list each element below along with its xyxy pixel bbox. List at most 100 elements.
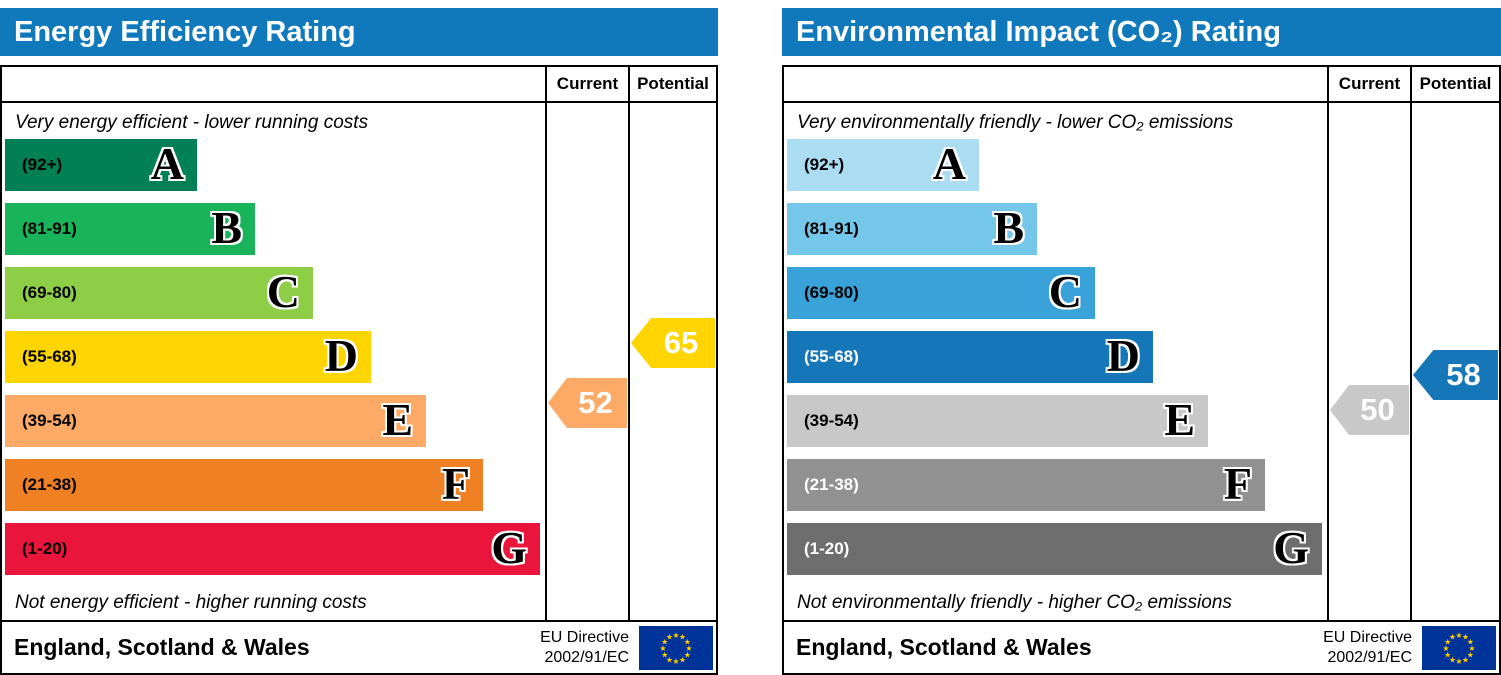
svg-text:★: ★ [1444, 650, 1451, 659]
svg-text:★: ★ [679, 632, 686, 641]
eu-directive-line2: 2002/91/EC [544, 648, 629, 666]
current-column: 50 [1327, 103, 1410, 620]
rating-table: Current Potential Very energy efficient … [0, 65, 718, 675]
band-row-b: (81-91) B [5, 203, 545, 267]
environmental-impact-panel: Environmental Impact (CO₂) Rating Curren… [782, 8, 1501, 675]
band-bar-d: (55-68) D [787, 331, 1153, 383]
current-rating-arrow: 52 [548, 378, 627, 428]
band-letter: A [932, 138, 966, 190]
band-letter: E [1164, 394, 1195, 446]
band-letter: B [993, 202, 1024, 254]
rating-table: Current Potential Very environmentally f… [782, 65, 1501, 675]
bands-column: Very energy efficient - lower running co… [2, 103, 545, 620]
svg-text:★: ★ [1462, 655, 1469, 664]
band-bar-c: (69-80) C [5, 267, 313, 319]
band-row-g: (1-20) G [787, 523, 1327, 587]
panel-title: Environmental Impact (CO₂) Rating [782, 8, 1501, 56]
band-range: (92+) [22, 155, 63, 174]
band-range: (55-68) [22, 347, 77, 366]
potential-rating-arrow: 58 [1413, 350, 1498, 400]
potential-column: 58 [1410, 103, 1499, 620]
band-bar-g: (1-20) G [787, 523, 1322, 575]
band-letter: F [1223, 458, 1252, 510]
band-letter: D [1106, 330, 1140, 382]
svg-text:★: ★ [685, 644, 692, 653]
current-column-header: Current [545, 67, 628, 101]
svg-text:★: ★ [666, 655, 673, 664]
band-range: (39-54) [804, 411, 859, 430]
rating-body: Very energy efficient - lower running co… [2, 103, 716, 620]
svg-text:★: ★ [666, 632, 673, 641]
band-letter: B [211, 202, 242, 254]
current-column: 52 [545, 103, 628, 620]
band-row-a: (92+) A [787, 139, 1327, 203]
svg-text:★: ★ [684, 650, 691, 659]
band-bar-d: (55-68) D [5, 331, 371, 383]
band-bar-b: (81-91) B [787, 203, 1037, 255]
svg-text:★: ★ [684, 637, 691, 646]
band-range: (81-91) [22, 219, 77, 238]
band-range: (1-20) [804, 539, 850, 558]
svg-text:★: ★ [1455, 657, 1462, 666]
bands-column: Very environmentally friendly - lower CO… [784, 103, 1327, 620]
band-letter: G [1273, 522, 1309, 574]
potential-column-header: Potential [628, 67, 716, 101]
energy-efficiency-panel: Energy Efficiency Rating Current Potenti… [0, 8, 718, 675]
svg-text:★: ★ [679, 655, 686, 664]
top-note: Very environmentally friendly - lower CO… [797, 112, 1234, 133]
footer-row: England, Scotland & Wales EU Directive 2… [784, 620, 1499, 673]
eu-directive-label: EU Directive 2002/91/EC [540, 628, 629, 668]
svg-text:★: ★ [672, 657, 679, 666]
svg-text:★: ★ [1449, 632, 1456, 641]
band-bar-e: (39-54) E [787, 395, 1208, 447]
band-row-e: (39-54) E [787, 395, 1327, 459]
band-range: (69-80) [22, 283, 77, 302]
band-row-f: (21-38) F [787, 459, 1327, 523]
top-note: Very energy efficient - lower running co… [15, 112, 369, 133]
column-header-row: Current Potential [2, 67, 716, 103]
band-letter: E [382, 394, 413, 446]
band-bar-f: (21-38) F [787, 459, 1265, 511]
band-bar-b: (81-91) B [5, 203, 255, 255]
band-range: (1-20) [22, 539, 68, 558]
rating-body: Very environmentally friendly - lower CO… [784, 103, 1499, 620]
band-row-c: (69-80) C [787, 267, 1327, 331]
footer-row: England, Scotland & Wales EU Directive 2… [2, 620, 716, 673]
svg-text:★: ★ [672, 631, 679, 640]
band-bar-a: (92+) A [5, 139, 197, 191]
band-row-g: (1-20) G [5, 523, 545, 587]
svg-text:★: ★ [1462, 632, 1469, 641]
svg-text:★: ★ [661, 650, 668, 659]
spacer [2, 67, 545, 101]
bottom-note: Not energy efficient - higher running co… [15, 592, 367, 613]
svg-text:★: ★ [661, 637, 668, 646]
potential-column: 65 [628, 103, 716, 620]
spacer [784, 67, 1327, 101]
band-row-d: (55-68) D [787, 331, 1327, 395]
band-letter: A [150, 138, 184, 190]
eu-directive-line1: EU Directive [540, 628, 629, 646]
band-row-c: (69-80) C [5, 267, 545, 331]
band-bar-a: (92+) A [787, 139, 979, 191]
svg-text:★: ★ [1468, 644, 1475, 653]
band-letter: C [1048, 266, 1082, 318]
svg-text:★: ★ [1444, 637, 1451, 646]
panel-title: Energy Efficiency Rating [0, 8, 718, 56]
svg-text:★: ★ [1449, 655, 1456, 664]
band-range: (81-91) [804, 219, 859, 238]
band-letter: F [441, 458, 470, 510]
band-range: (69-80) [804, 283, 859, 302]
eu-flag-icon: ★ ★ ★ ★ ★ ★ ★ ★ ★ ★ ★ ★ [1422, 625, 1496, 670]
region-label: England, Scotland & Wales [14, 634, 310, 660]
potential-rating-arrow: 65 [631, 318, 715, 368]
band-row-e: (39-54) E [5, 395, 545, 459]
current-column-header: Current [1327, 67, 1410, 101]
eu-directive-line1: EU Directive [1323, 628, 1412, 646]
eu-directive-label: EU Directive 2002/91/EC [1323, 628, 1412, 668]
eu-directive-line2: 2002/91/EC [1327, 648, 1412, 666]
band-letter: G [491, 522, 527, 574]
band-bar-e: (39-54) E [5, 395, 426, 447]
region-label: England, Scotland & Wales [796, 634, 1092, 660]
eu-flag-icon: ★ ★ ★ ★ ★ ★ ★ ★ ★ ★ ★ ★ [639, 625, 713, 670]
